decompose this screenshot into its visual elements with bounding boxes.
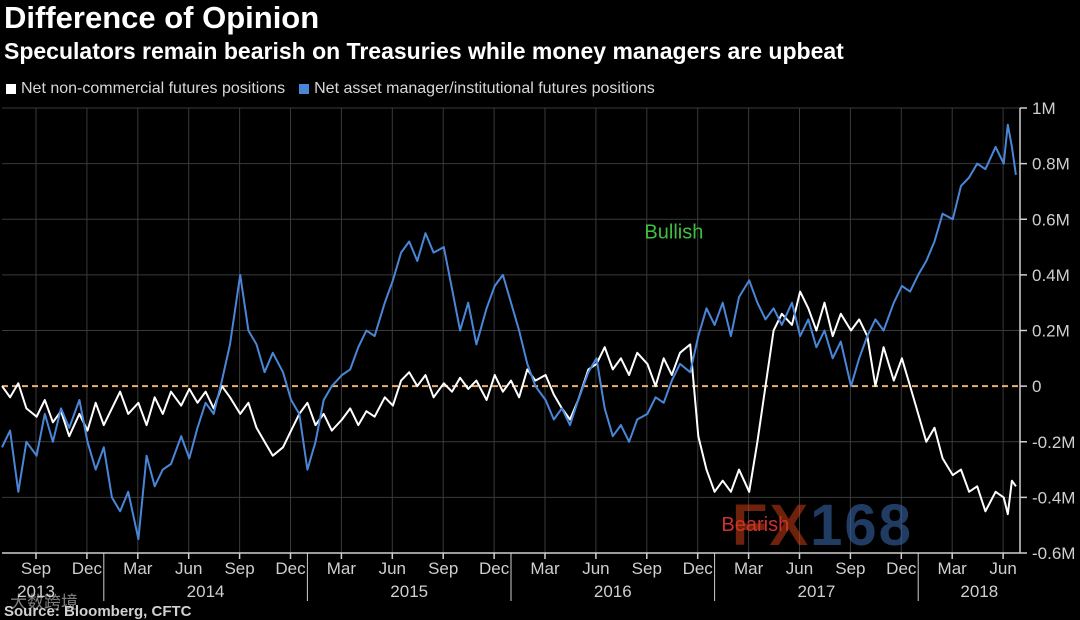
x-year-label-1: 2014 xyxy=(187,582,225,601)
x-tick-label-8: Sep xyxy=(428,559,458,578)
source-note: Source: Bloomberg, CFTC xyxy=(4,603,192,620)
legend: Net non-commercial futures positions Net… xyxy=(6,80,669,98)
legend-swatch-blue xyxy=(299,84,310,94)
x-year-label-0: 2013 xyxy=(17,582,55,601)
y-tick-label-6: -0.2M xyxy=(1032,433,1075,452)
x-tick-label-0: Sep xyxy=(21,559,51,578)
axes: 1M 0.8M 0.6M 0.4M 0.2M 0 -0.2M -0.4M -0.6M Sep Dec… xyxy=(2,99,1075,601)
x-tick-label-9: Dec xyxy=(479,559,510,578)
series-lines xyxy=(1,123,1017,541)
x-year-label-2: 2015 xyxy=(390,582,428,601)
chart-subtitle: Speculators remain bearish on Treasuries… xyxy=(4,38,844,64)
legend-label-noncommercial: Net non-commercial futures positions xyxy=(21,80,286,97)
x-tick-label-5: Dec xyxy=(275,559,306,578)
x-year-label-4: 2017 xyxy=(797,582,835,601)
legend-swatch-white xyxy=(6,84,16,94)
legend-entry-noncommercial: Net non-commercial futures positions xyxy=(6,80,285,98)
legend-label-asset-manager: Net asset manager/institutional futures … xyxy=(314,80,655,97)
chart-title: Difference of Opinion xyxy=(4,0,320,35)
fx168-watermark: FX168 xyxy=(732,492,913,559)
x-tick-label-2: Mar xyxy=(123,559,153,578)
bearish-annotation: Bearish xyxy=(721,514,789,536)
x-tick-label-15: Jun xyxy=(786,559,813,578)
legend-entry-asset-manager: Net asset manager/institutional futures … xyxy=(299,80,655,98)
watermark-fx-digits: 168 xyxy=(810,493,913,558)
bullish-annotation: Bullish xyxy=(644,222,703,244)
x-year-label-3: 2016 xyxy=(594,582,632,601)
y-tick-label-1: 0.8M xyxy=(1032,155,1070,174)
x-tick-label-16: Sep xyxy=(835,559,865,578)
x-tick-label-11: Jun xyxy=(582,559,609,578)
gridlines xyxy=(2,107,1020,554)
x-tick-label-12: Sep xyxy=(632,559,662,578)
watermark-fx-letters: FX xyxy=(732,493,811,558)
y-tick-label-5: 0 xyxy=(1032,377,1041,396)
x-tick-label-18: Mar xyxy=(938,559,968,578)
x-tick-label-10: Mar xyxy=(530,559,560,578)
cn-watermark: 大数跨境 xyxy=(10,593,78,613)
series-line-noncommercial xyxy=(1,290,1017,516)
x-year-label-5: 2018 xyxy=(960,582,998,601)
series-line-asset-manager xyxy=(1,123,1017,541)
annotations: Bullish Bearish xyxy=(644,222,789,536)
x-tick-label-1: Dec xyxy=(72,559,103,578)
x-tick-label-13: Dec xyxy=(683,559,714,578)
y-tick-label-4: 0.2M xyxy=(1032,322,1070,341)
x-tick-label-17: Dec xyxy=(886,559,917,578)
x-tick-label-19: Jun xyxy=(989,559,1016,578)
y-tick-label-7: -0.4M xyxy=(1032,488,1075,507)
y-tick-label-2: 0.6M xyxy=(1032,210,1070,229)
x-tick-label-14: Mar xyxy=(734,559,764,578)
y-tick-label-8: -0.6M xyxy=(1032,544,1075,563)
y-tick-label-0: 1M xyxy=(1032,99,1056,118)
y-tick-label-3: 0.4M xyxy=(1032,266,1070,285)
x-tick-label-4: Sep xyxy=(224,559,254,578)
x-tick-label-3: Jun xyxy=(175,559,202,578)
x-tick-label-7: Jun xyxy=(379,559,406,578)
x-tick-label-6: Mar xyxy=(327,559,357,578)
